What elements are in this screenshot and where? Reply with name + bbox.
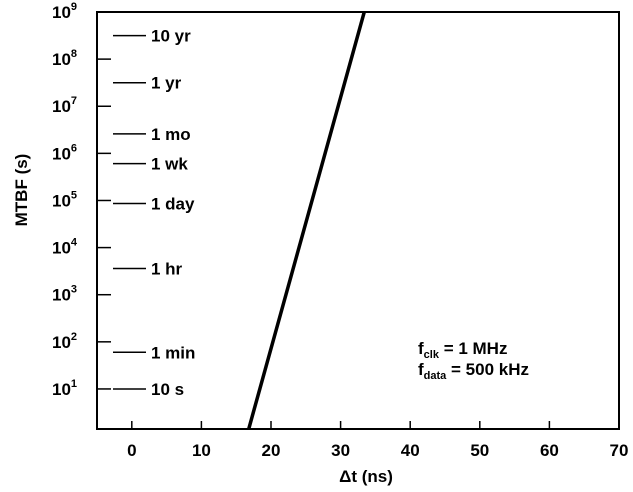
y-tick-exponent: 1 <box>71 378 77 390</box>
annotation-fdata-rest: = 500 kHz <box>446 360 529 379</box>
reference-level-label: 10 s <box>151 380 184 399</box>
y-tick-base: 10 <box>52 97 71 116</box>
y-tick-base: 10 <box>52 380 71 399</box>
y-tick-exponent: 4 <box>71 237 78 249</box>
y-tick-label: 108 <box>52 48 77 69</box>
reference-level-label: 10 yr <box>151 27 191 46</box>
y-tick-label: 104 <box>52 237 78 258</box>
mtbf-line <box>247 11 366 430</box>
y-tick-exponent: 6 <box>71 142 77 154</box>
annotation-fclk: fclk = 1 MHz <box>418 339 507 361</box>
y-tick-label: 107 <box>52 95 77 116</box>
y-tick-exponent: 7 <box>71 95 77 107</box>
y-tick-exponent: 5 <box>71 189 77 201</box>
data-series <box>247 11 366 430</box>
y-tick-label: 103 <box>52 284 77 305</box>
x-axis-ticks: 0 10 20 30 40 50 60 70 <box>127 421 628 460</box>
y-tick-label: 109 <box>52 1 77 22</box>
x-tick-label: 0 <box>127 441 136 460</box>
y-tick-exponent: 2 <box>71 331 77 343</box>
reference-level-label: 1 hr <box>151 259 183 278</box>
x-tick-label: 30 <box>331 441 350 460</box>
reference-level-label: 1 mo <box>151 125 191 144</box>
annotation-fdata: fdata = 500 kHz <box>418 360 529 382</box>
y-tick-exponent: 8 <box>71 48 77 60</box>
y-tick-exponent: 9 <box>71 1 77 13</box>
y-tick-base: 10 <box>52 3 71 22</box>
x-tick-label: 60 <box>540 441 559 460</box>
reference-level-label: 1 wk <box>151 155 188 174</box>
y-tick-label: 106 <box>52 142 77 163</box>
x-axis-title: Δt (ns) <box>339 467 393 486</box>
annotation-fdata-sub: data <box>424 370 448 382</box>
reference-level-label: 1 yr <box>151 74 182 93</box>
y-tick-base: 10 <box>52 191 71 210</box>
x-tick-label: 20 <box>262 441 281 460</box>
y-tick-label: 102 <box>52 331 77 352</box>
y-tick-label: 105 <box>52 189 77 210</box>
y-tick-base: 10 <box>52 286 71 305</box>
annotation-fclk-rest: = 1 MHz <box>439 339 508 358</box>
y-tick-base: 10 <box>52 50 71 69</box>
annotation-fclk-sub: clk <box>424 349 440 361</box>
y-tick-exponent: 3 <box>71 284 77 296</box>
reference-level-label: 1 min <box>151 343 195 362</box>
plot-frame <box>96 11 620 430</box>
y-tick-base: 10 <box>52 239 71 258</box>
x-tick-label: 40 <box>401 441 420 460</box>
y-tick-base: 10 <box>52 144 71 163</box>
x-tick-label: 10 <box>192 441 211 460</box>
y-tick-base: 10 <box>52 333 71 352</box>
x-tick-label: 70 <box>610 441 629 460</box>
reference-levels: 10 yr 1 yr 1 mo 1 wk 1 day 1 hr 1 min 10 s <box>113 27 195 399</box>
y-tick-label: 101 <box>52 378 77 399</box>
annotation-fclk-main: f <box>418 339 424 358</box>
annotation-fdata-main: f <box>418 360 424 379</box>
annotation-block: fclk = 1 MHz fdata = 500 kHz <box>418 339 529 382</box>
y-axis-title: MTBF (s) <box>12 154 31 227</box>
reference-level-label: 1 day <box>151 194 195 213</box>
x-tick-label: 50 <box>470 441 489 460</box>
